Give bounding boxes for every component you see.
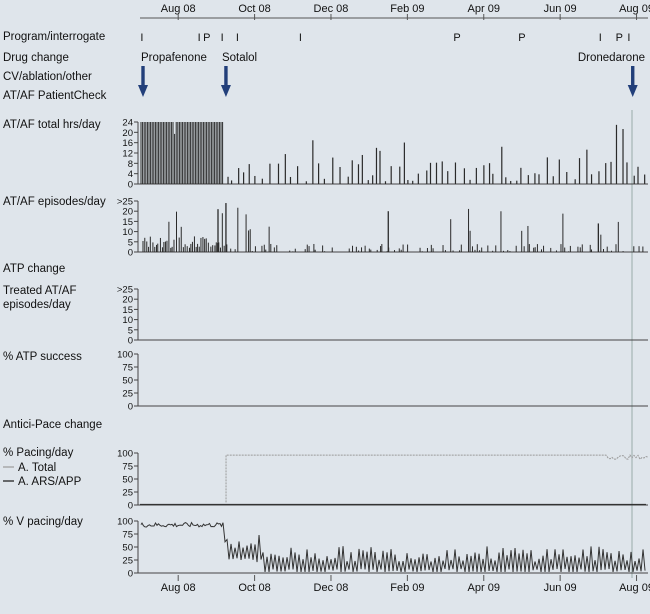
drug-change-label: Sotalol (222, 52, 257, 64)
bottom-month-label: Feb 09 (390, 582, 424, 594)
interrogate-mark: P (203, 32, 210, 44)
vpacing-tick-label: 50 (122, 543, 133, 554)
treated-tick-label: 15 (122, 305, 133, 316)
row-label-total-hrs: AT/AF total hrs/day (3, 119, 101, 131)
treated-tick-label: >25 (117, 285, 133, 296)
row-label-vpacing: % V pacing/day (3, 516, 83, 528)
total-hrs-tick-label: 8 (128, 159, 133, 170)
bottom-month-label: Jun 09 (544, 582, 577, 594)
interrogate-mark: I (198, 32, 201, 44)
interrogate-mark: I (599, 32, 602, 44)
episodes-tick-label: 5 (128, 237, 133, 248)
row-label-episodes: AT/AF episodes/day (3, 196, 106, 208)
interrogate-mark: I (236, 32, 239, 44)
total-hrs-tick-label: 24 (122, 118, 133, 129)
drug-change-label: Propafenone (141, 52, 207, 64)
drug-arrow-head (627, 85, 638, 97)
vpacing-tick-label: 25 (122, 556, 133, 567)
bottom-month-label: Dec 08 (314, 582, 349, 594)
total-hrs-tick-label: 4 (128, 169, 133, 180)
row-label-patientcheck: AT/AF PatientCheck (3, 90, 107, 102)
drug-change-label: Dronedarone (578, 52, 645, 64)
total-hrs-tick-label: 16 (122, 138, 133, 149)
top-month-label: Aug 09 (619, 3, 650, 15)
atp-success-tick-label: 50 (122, 376, 133, 387)
total-hrs-tick-label: 12 (122, 149, 133, 160)
row-label-antici: Antici-Pace change (3, 419, 102, 431)
top-month-label: Feb 09 (390, 3, 424, 15)
drug-arrow-head (138, 85, 148, 97)
total-hrs-tick-label: 20 (122, 128, 133, 139)
bottom-month-label: Aug 08 (161, 582, 196, 594)
row-label-treated-2: episodes/day (3, 299, 71, 311)
pacing-tick-label: 100 (117, 449, 133, 460)
row-label-drug: Drug change (3, 52, 69, 64)
episodes-tick-label: 20 (122, 207, 133, 218)
legend-label-a-ars: A. ARS/APP (18, 476, 82, 488)
interrogate-mark: I (299, 32, 302, 44)
treated-tick-label: 5 (128, 325, 133, 336)
bottom-month-label: Apr 09 (468, 582, 500, 594)
episodes-tick-label: 0 (128, 248, 133, 259)
top-month-label: Jun 09 (544, 3, 577, 15)
interrogate-mark: P (616, 32, 623, 44)
row-label-atp-change: ATP change (3, 263, 65, 275)
pacing-tick-label: 50 (122, 475, 133, 486)
top-month-label: Dec 08 (314, 3, 349, 15)
top-month-label: Apr 09 (468, 3, 500, 15)
interrogate-mark: P (453, 32, 460, 44)
top-month-label: Oct 08 (238, 3, 270, 15)
top-month-label: Aug 08 (161, 3, 196, 15)
bottom-month-label: Aug 09 (619, 582, 650, 594)
vpacing-tick-label: 100 (117, 517, 133, 528)
total-hrs-tick-label: 0 (128, 180, 133, 191)
interrogate-mark: I (221, 32, 224, 44)
pacing-tick-label: 75 (122, 462, 133, 473)
episodes-tick-label: 15 (122, 217, 133, 228)
row-label-atp-success: % ATP success (3, 351, 82, 363)
legend-label-a-total: A. Total (18, 462, 56, 474)
atp-success-tick-label: 100 (117, 350, 133, 361)
interrogate-mark: P (518, 32, 525, 44)
atp-success-tick-label: 75 (122, 363, 133, 374)
treated-tick-label: 20 (122, 295, 133, 306)
episodes-tick-label: 10 (122, 227, 133, 238)
atp-success-tick-label: 25 (122, 389, 133, 400)
vpacing-tick-label: 75 (122, 530, 133, 541)
row-label-treated-1: Treated AT/AF (3, 285, 77, 297)
row-label-pacing: % Pacing/day (3, 447, 74, 459)
interrogate-mark: I (140, 32, 143, 44)
episodes-tick-label: >25 (117, 197, 133, 208)
row-label-cv: CV/ablation/other (3, 71, 92, 83)
series-line-a-total (225, 454, 649, 503)
pacing-tick-label: 25 (122, 488, 133, 499)
interrogate-mark: I (627, 32, 630, 44)
drug-arrow-head (220, 85, 231, 97)
treated-tick-label: 10 (122, 315, 133, 326)
series-line-v-pacing (140, 521, 646, 573)
vpacing-tick-label: 0 (128, 569, 133, 580)
bottom-month-label: Oct 08 (238, 582, 270, 594)
pacing-tick-label: 0 (128, 501, 133, 512)
row-label-interrogate: Program/interrogate (3, 31, 105, 43)
atp-success-tick-label: 0 (128, 402, 133, 413)
treated-tick-label: 0 (128, 336, 133, 347)
